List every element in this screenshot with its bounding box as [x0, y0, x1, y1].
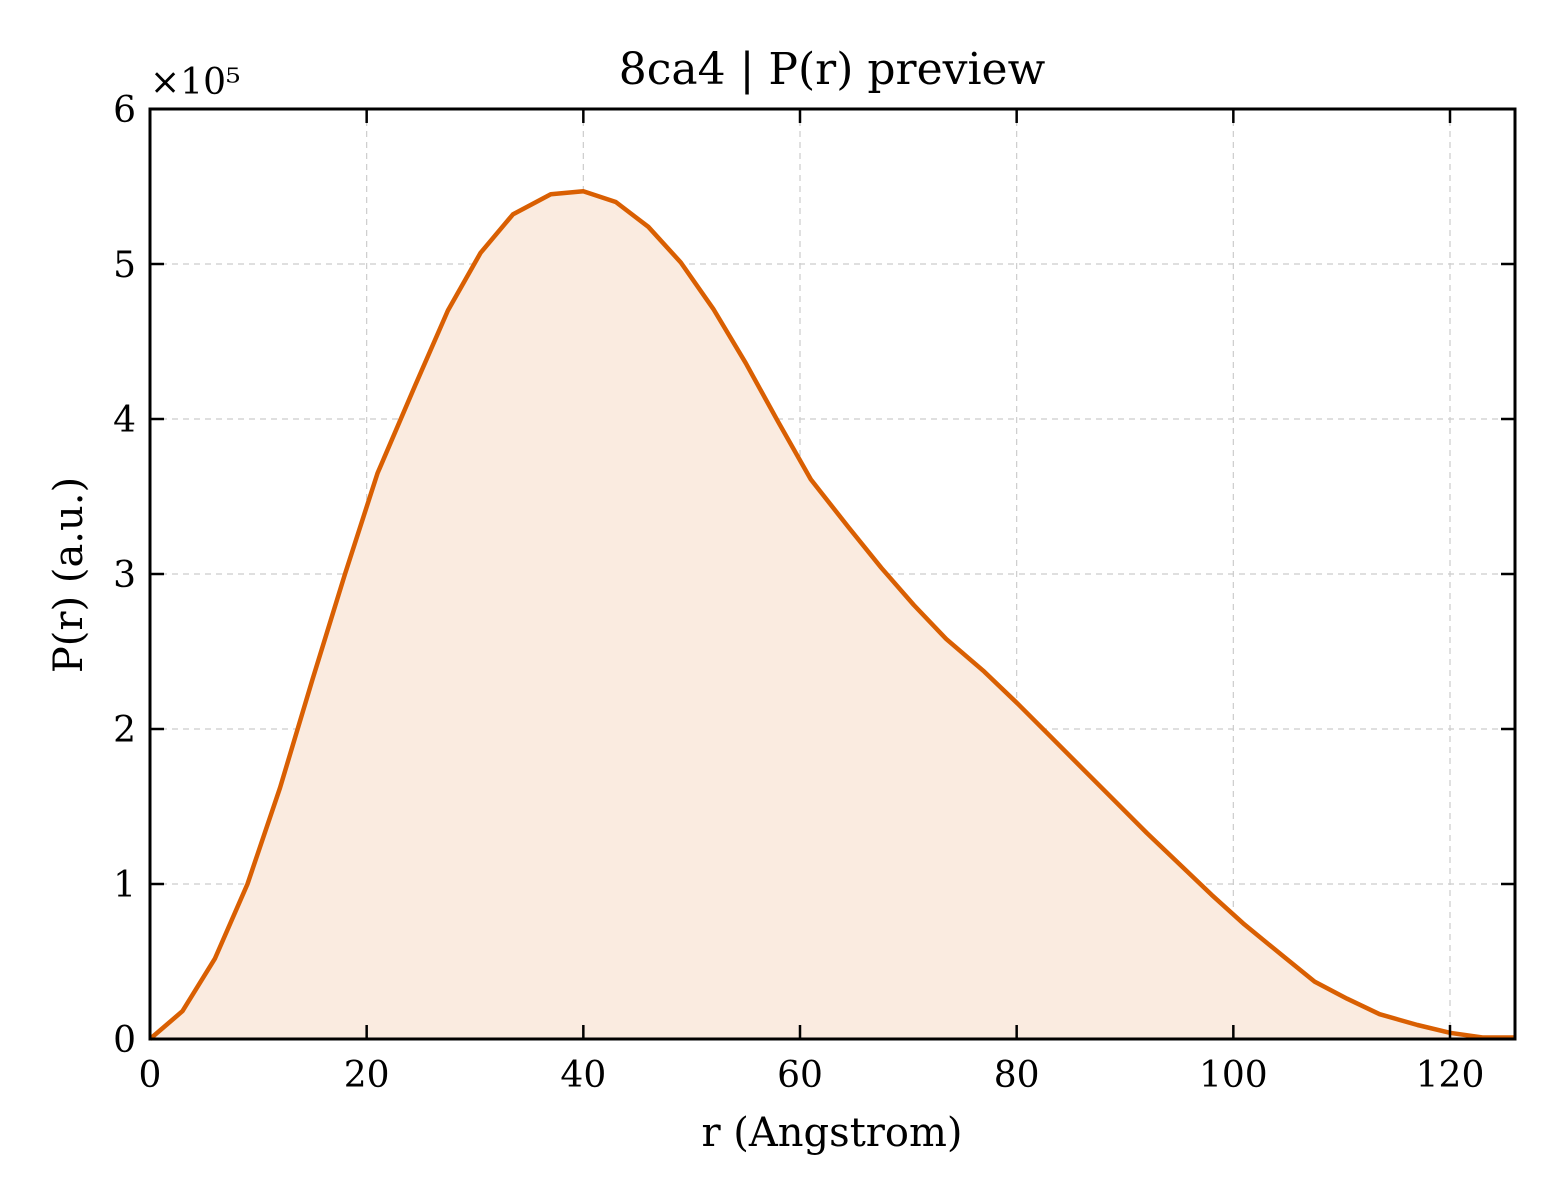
pr-area-fill	[150, 191, 1515, 1039]
x-tick-label: 120	[1416, 1055, 1485, 1096]
y-tick-label: 3	[113, 555, 136, 596]
chart-title: 8ca4 | P(r) preview	[619, 44, 1046, 95]
y-axis-label: P(r) (a.u.)	[46, 477, 92, 673]
x-tick-label: 80	[994, 1055, 1040, 1096]
x-tick-label: 60	[777, 1055, 823, 1096]
y-tick-label: 0	[113, 1020, 136, 1061]
x-tick-label: 40	[560, 1055, 606, 1096]
x-tick-label: 100	[1199, 1055, 1268, 1096]
y-tick-labels: 0 1 2 3 4 5 6	[113, 90, 136, 1061]
y-tick-label: 1	[113, 865, 136, 906]
y-multiplier-label: ×10⁵	[150, 62, 240, 103]
axis-ticks	[148, 107, 1515, 1041]
pr-series-line	[148, 188, 1515, 1041]
y-tick-label: 6	[113, 90, 136, 131]
x-tick-label: 20	[344, 1055, 390, 1096]
x-tick-labels: 0 20 40 60 80 100 120	[139, 1055, 1485, 1096]
y-tick-label: 4	[113, 400, 136, 441]
y-tick-label: 2	[113, 710, 136, 751]
y-tick-label: 5	[113, 245, 136, 286]
x-axis-label: r (Angstrom)	[701, 1110, 962, 1156]
x-tick-label: 0	[139, 1055, 162, 1096]
